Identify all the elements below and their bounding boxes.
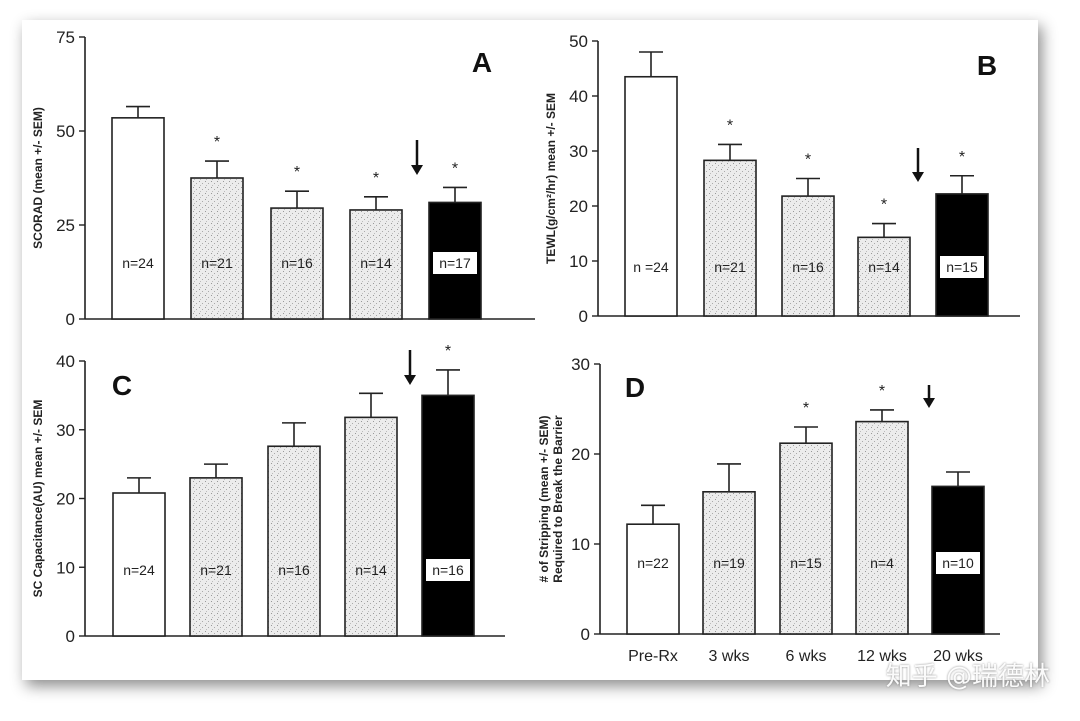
n-label: n=16 (278, 562, 310, 578)
panel-letter: B (977, 50, 997, 81)
panel-letter: D (625, 372, 645, 403)
significance-star: * (803, 400, 809, 417)
x-tick-label: 6 wks (786, 648, 827, 665)
bar (270, 207, 324, 320)
n-label-box (940, 256, 984, 278)
y-tick-label: 10 (571, 535, 590, 554)
significance-star: * (879, 383, 885, 400)
bar (703, 159, 757, 317)
n-label: n=16 (432, 562, 464, 578)
n-label-box (936, 552, 980, 574)
n-label-box (426, 559, 470, 581)
y-tick-label: 50 (569, 32, 588, 51)
significance-star: * (805, 152, 811, 169)
significance-star: * (727, 117, 733, 134)
bar (624, 75, 678, 317)
bar (349, 209, 403, 320)
y-tick-label: 75 (56, 28, 75, 47)
panel-a: 0 25 50 75 SCORAD (mean +/- SEM) An=24 n=21 * n=… (31, 28, 535, 329)
significance-star: * (445, 343, 451, 360)
n-label: n=21 (201, 255, 233, 271)
y-tick-label: 0 (66, 310, 75, 329)
y-tick-label: 40 (56, 352, 75, 371)
y-axis-label: # of Stripping (mean +/- SEM) (537, 415, 551, 582)
bar (626, 523, 680, 635)
bar (779, 442, 833, 635)
n-label: n=10 (942, 555, 974, 571)
arrow-down-icon (404, 375, 416, 385)
y-tick-label: 0 (579, 307, 588, 326)
arrow-down-icon (923, 398, 935, 408)
n-label: n=4 (870, 555, 894, 571)
y-tick-label: 40 (569, 87, 588, 106)
significance-star: * (881, 197, 887, 214)
arrow-down-icon (411, 165, 423, 175)
n-label: n=14 (360, 255, 392, 271)
n-label-box (433, 252, 477, 274)
panel-c: 0 10 20 30 40 SC Capacitance(AU) mean +/- SEM… (31, 343, 505, 646)
x-tick-label: 20 wks (933, 648, 983, 665)
watermark: 知乎 @瑞德林 (885, 662, 1050, 692)
y-tick-label: 20 (56, 490, 75, 509)
n-label: n=21 (714, 259, 746, 275)
y-tick-label: 25 (56, 216, 75, 235)
x-tick-label: 12 wks (857, 648, 907, 665)
x-tick-label: 3 wks (709, 648, 750, 665)
significance-star: * (373, 170, 379, 187)
y-tick-label: 20 (569, 197, 588, 216)
n-label: n=15 (946, 259, 978, 275)
n-label: n=19 (713, 555, 745, 571)
bar (190, 177, 244, 320)
n-label: n=22 (637, 555, 669, 571)
bar (935, 193, 989, 317)
n-label: n=15 (790, 555, 822, 571)
y-axis-label-line2: Required to Break the Barrier (551, 415, 565, 583)
bar (267, 445, 321, 637)
panel-letter: A (472, 47, 492, 78)
y-tick-label: 30 (571, 355, 590, 374)
bar (781, 195, 835, 317)
bar (702, 490, 756, 635)
n-label: n=24 (122, 255, 154, 271)
y-tick-label: 0 (66, 627, 75, 646)
n-label: n=21 (200, 562, 232, 578)
y-tick-label: 50 (56, 122, 75, 141)
bar (112, 492, 166, 637)
n-label: n =24 (633, 259, 669, 275)
n-label: n=17 (439, 255, 471, 271)
significance-star: * (294, 164, 300, 181)
panel-b: 0 10 20 30 40 50 TEWL(g/cm²/hr) mean +/- SEM Bn… (544, 32, 1020, 326)
n-label: n=16 (281, 255, 313, 271)
n-label: n=14 (355, 562, 387, 578)
bar (421, 394, 475, 637)
bar (189, 477, 243, 637)
y-axis-label: SCORAD (mean +/- SEM) (31, 107, 45, 249)
n-label: n=14 (868, 259, 900, 275)
y-tick-label: 30 (569, 142, 588, 161)
bar (111, 117, 165, 320)
y-tick-label: 20 (571, 445, 590, 464)
n-label: n=24 (123, 562, 155, 578)
significance-star: * (214, 134, 220, 151)
bar (344, 416, 398, 637)
y-tick-label: 10 (56, 558, 75, 577)
significance-star: * (959, 149, 965, 166)
y-tick-label: 10 (569, 252, 588, 271)
y-tick-label: 0 (581, 625, 590, 644)
bar (857, 236, 911, 317)
y-axis-label: SC Capacitance(AU) mean +/- SEM (31, 400, 45, 598)
arrow-down-icon (912, 172, 924, 182)
panel-d: 0 10 20 30 # of Stripping (mean +/- SEM) Requ… (537, 355, 1000, 665)
n-label: n=16 (792, 259, 824, 275)
x-tick-label: Pre-Rx (628, 648, 678, 665)
significance-star: * (452, 160, 458, 177)
bar (855, 420, 909, 635)
panel-letter: C (112, 370, 132, 401)
y-tick-label: 30 (56, 421, 75, 440)
y-axis-label: TEWL(g/cm²/hr) mean +/- SEM (544, 93, 558, 264)
